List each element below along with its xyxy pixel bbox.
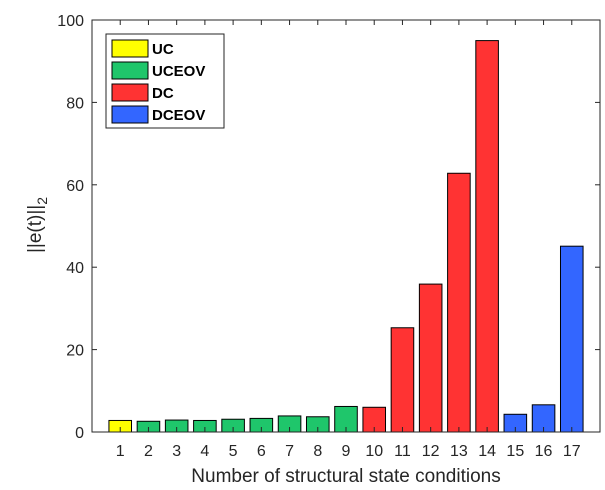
- y-ticks: 0 20 40 60 80 100: [57, 13, 600, 442]
- y-axis-label: ||e(t)||2: [25, 197, 50, 253]
- y-tick-label: 100: [57, 13, 84, 30]
- bar-17: [559, 245, 584, 433]
- x-tick-label: 12: [422, 443, 440, 460]
- x-ticks: 1 2 3 4 5 6 7 8 9 10 11 12 13 14 15 16 17: [116, 20, 581, 460]
- x-tick-label: 1: [116, 443, 125, 460]
- x-tick-label: 17: [563, 443, 581, 460]
- y-tick-label: 0: [75, 425, 84, 442]
- y-axis-label-main: ||e(t)||: [25, 205, 46, 253]
- legend-label-uceov: UCEOV: [152, 63, 205, 80]
- x-tick-label: 16: [535, 443, 553, 460]
- x-tick-label: 14: [478, 443, 496, 460]
- y-tick-label: 40: [66, 260, 84, 277]
- y-axis-label-subscript: 2: [34, 197, 50, 205]
- legend: UC UCEOV DC DCEOV: [105, 33, 225, 129]
- x-tick-label: 13: [450, 443, 468, 460]
- y-tick-label: 20: [66, 343, 84, 360]
- legend-swatch-dceov: [111, 105, 149, 124]
- x-tick-label: 4: [200, 443, 209, 460]
- x-tick-label: 3: [172, 443, 181, 460]
- x-axis-label: Number of structural state conditions: [191, 466, 500, 487]
- x-tick-label: 6: [257, 443, 266, 460]
- x-tick-label: 10: [365, 443, 383, 460]
- x-tick-label: 5: [229, 443, 238, 460]
- legend-label-uc: UC: [152, 41, 174, 58]
- x-tick-label: 9: [342, 443, 351, 460]
- x-tick-label: 15: [506, 443, 524, 460]
- bar-13: [447, 172, 471, 433]
- bar-12: [418, 283, 443, 433]
- bar-11: [390, 327, 415, 433]
- legend-label-dceov: DCEOV: [152, 107, 205, 124]
- x-tick-label: 8: [313, 443, 322, 460]
- legend-swatch-dc: [111, 83, 149, 102]
- legend-swatch-uc: [111, 39, 149, 58]
- x-tick-label: 2: [144, 443, 153, 460]
- legend-label-dc: DC: [152, 85, 174, 102]
- x-tick-label: 11: [394, 443, 411, 460]
- bar-14: [475, 40, 499, 433]
- y-tick-label: 80: [66, 95, 84, 112]
- bars-group: [108, 40, 584, 433]
- legend-swatch-uceov: [111, 61, 149, 80]
- y-tick-label: 60: [66, 178, 84, 195]
- x-tick-label: 7: [285, 443, 294, 460]
